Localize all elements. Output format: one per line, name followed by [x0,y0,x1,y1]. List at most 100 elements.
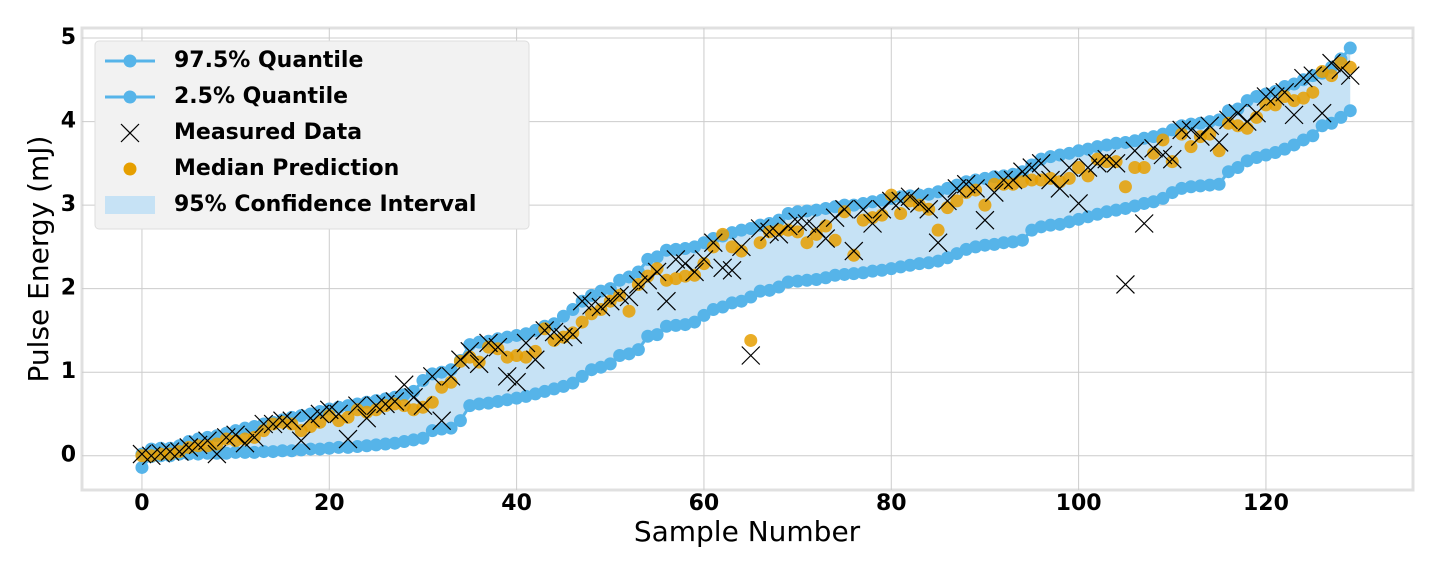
x-stroke [469,354,489,374]
measured-point [778,216,798,236]
point [1325,69,1339,83]
point [659,319,673,333]
x-stroke [441,366,461,386]
point [341,440,355,454]
x-stroke [713,258,733,278]
point [912,257,926,271]
measured-point [1190,127,1210,147]
measured-point [1284,105,1304,125]
point [1259,98,1273,112]
measured-point [1125,141,1145,161]
measured-point [591,297,611,317]
x-tick-label: 40 [501,491,532,516]
measured-point [1134,214,1154,233]
point [819,219,833,233]
measured-point [1022,158,1042,177]
x-stroke [1256,87,1276,106]
point [772,223,786,237]
point [800,236,814,250]
point [603,357,617,371]
x-stroke [966,178,986,198]
measured-point [1303,66,1323,86]
x-stroke [938,191,957,211]
point [566,326,580,340]
measured-point [432,411,452,431]
point [1100,155,1114,169]
x-stroke [226,425,246,445]
y-tick-label: 3 [61,192,76,217]
point [1306,85,1320,99]
measured-point [1116,275,1135,294]
measured-point [441,366,461,386]
point [884,188,898,202]
x-stroke [1284,105,1304,125]
x-tick-label: 80 [876,491,907,516]
measured-point [816,229,836,248]
measured-point [319,400,339,420]
point [894,206,908,220]
point [847,267,861,281]
measured-point [169,442,189,461]
measured-point [582,295,601,315]
measured-point [619,287,639,307]
x-stroke [863,214,882,233]
measured-point [310,404,330,424]
point [1203,178,1217,192]
x-stroke [1237,112,1257,131]
measured-point [563,325,583,345]
measured-point [919,199,939,219]
x-stroke [198,431,217,451]
legend-label: 97.5% Quantile [174,48,363,73]
measured-point [1275,82,1295,102]
measured-point [1322,53,1341,73]
x-stroke [685,262,705,282]
y-tick-label: 2 [61,276,76,301]
y-tick-label: 5 [61,25,76,50]
point [622,304,636,318]
measured-point [797,214,817,233]
x-stroke [778,216,798,236]
measured-point [366,396,386,416]
point [781,275,795,289]
measured-point [404,387,424,407]
measured-point [694,249,714,269]
x-stroke [881,191,901,211]
x-stroke [169,442,189,461]
point [313,415,327,429]
measured-point [338,429,358,449]
point [566,376,580,390]
measured-point [235,433,255,453]
measured-point [357,408,377,428]
x-stroke [1153,145,1173,165]
measured-point [657,291,676,311]
measured-point [610,285,630,305]
x-stroke [301,408,320,428]
x-tick-label: 100 [1056,491,1102,516]
legend-marker [120,123,140,143]
point [669,318,683,332]
point [1118,180,1132,194]
point [697,257,711,271]
x-stroke [1322,53,1341,73]
x-stroke [619,287,639,307]
x-stroke [404,387,424,407]
x-stroke [394,375,414,395]
x-stroke [657,291,676,311]
x-stroke [891,191,911,211]
point [987,177,1001,191]
measured-point [132,444,152,464]
point [1156,133,1170,147]
measured-point [244,427,264,447]
measured-point [254,414,274,434]
x-stroke [1078,158,1098,177]
point [1165,155,1179,169]
measured-point [975,210,995,230]
point [1015,233,1029,247]
legend-label: Measured Data [174,120,362,145]
measured-point [984,183,1004,203]
x-stroke [563,325,583,345]
point [688,268,702,282]
point [650,262,664,276]
measured-point [1340,66,1360,86]
